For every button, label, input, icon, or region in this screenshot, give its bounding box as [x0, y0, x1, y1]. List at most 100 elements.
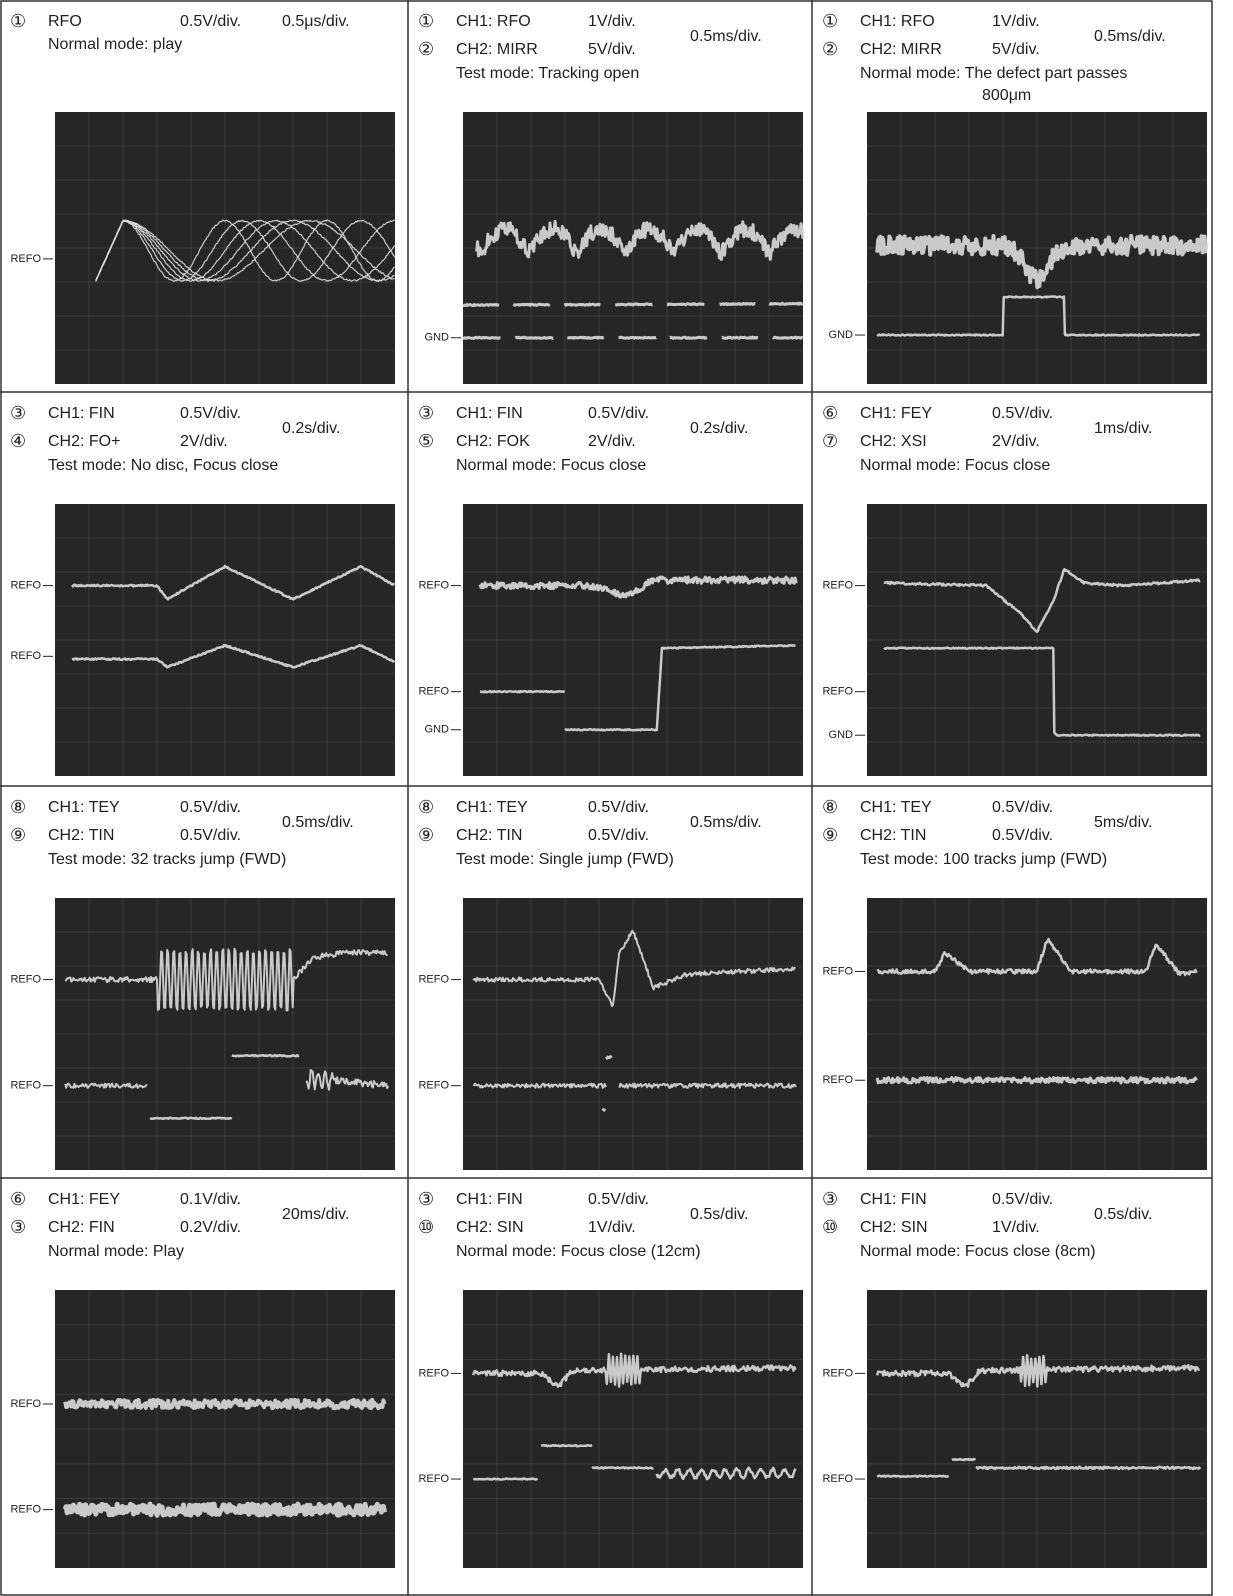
channel-name: CH2: TIN — [456, 827, 522, 844]
channel-volts: 0.5V/div. — [588, 799, 649, 816]
timebase: 0.5s/div. — [690, 1206, 748, 1223]
scope — [463, 1290, 803, 1568]
scope — [867, 112, 1207, 384]
channel-name: CH1: RFO — [456, 13, 531, 30]
channel-volts: 0.2V/div. — [180, 1219, 241, 1236]
scope — [463, 112, 803, 384]
channel-volts: 1V/div. — [992, 1219, 1040, 1236]
scope — [55, 112, 395, 384]
timebase: 0.5s/div. — [1094, 1206, 1152, 1223]
trace — [592, 1467, 653, 1468]
channel-marker: ⑩ — [822, 1217, 838, 1237]
channel-name: CH2: MIRR — [860, 41, 942, 58]
channel-marker: ⑧ — [418, 797, 434, 817]
channel-name: CH2: MIRR — [456, 41, 538, 58]
channel-volts: 0.5V/div. — [180, 827, 241, 844]
ref-label: REFO — [822, 965, 853, 977]
ref-label: REFO — [10, 974, 41, 986]
channel-volts: 2V/div. — [992, 433, 1040, 450]
channel-volts: 0.5V/div. — [992, 1191, 1053, 1208]
mode-text: Normal mode: Focus close (12cm) — [456, 1243, 701, 1260]
mode-text: Normal mode: Play — [48, 1243, 184, 1260]
ref-label: REFO — [418, 1080, 449, 1092]
trace — [602, 1110, 605, 1111]
channel-volts: 0.5V/div. — [588, 827, 649, 844]
channel-marker: ② — [822, 39, 838, 59]
channel-volts: 0.5V/div. — [588, 1191, 649, 1208]
channel-marker: ③ — [822, 1189, 838, 1209]
channel-volts: 2V/div. — [588, 433, 636, 450]
channel-marker: ① — [10, 11, 26, 31]
ref-label: REFO — [418, 1473, 449, 1485]
ref-label: REFO — [10, 650, 41, 662]
channel-marker: ⑥ — [822, 403, 838, 423]
mode-text: 800μm — [982, 87, 1031, 104]
timebase: 5ms/div. — [1094, 814, 1152, 831]
channel-marker: ⑨ — [822, 825, 838, 845]
scope — [867, 504, 1207, 776]
timebase: 0.5ms/div. — [282, 814, 354, 831]
channel-name: CH1: FEY — [48, 1191, 120, 1208]
mode-text: Normal mode: Focus close (8cm) — [860, 1243, 1096, 1260]
mode-text: Test mode: Tracking open — [456, 65, 639, 82]
ref-label: REFO — [822, 580, 853, 592]
channel-volts: 1V/div. — [992, 13, 1040, 30]
channel-volts: 0.5V/div. — [992, 799, 1053, 816]
scope — [463, 898, 803, 1170]
timebase: 0.2s/div. — [282, 420, 340, 437]
channel-name: CH1: RFO — [860, 13, 935, 30]
channel-name: CH1: FIN — [48, 405, 115, 422]
mode-text: Normal mode: Focus close — [456, 457, 646, 474]
ref-label: REFO — [10, 580, 41, 592]
channel-marker: ⑩ — [418, 1217, 434, 1237]
channel-name: CH2: TIN — [48, 827, 114, 844]
channel-name: CH1: FIN — [456, 1191, 523, 1208]
channel-marker: ④ — [10, 431, 26, 451]
trace — [473, 1479, 537, 1480]
channel-marker: ③ — [10, 403, 26, 423]
scope — [55, 504, 395, 776]
channel-volts: 0.5V/div. — [588, 405, 649, 422]
channel-volts: 0.5V/div. — [180, 13, 241, 30]
ref-label: GND — [829, 729, 854, 741]
scope — [463, 504, 803, 776]
channel-marker: ⑥ — [10, 1189, 26, 1209]
channel-volts: 5V/div. — [992, 41, 1040, 58]
scope — [867, 1290, 1207, 1568]
page: ①RFO0.5V/div.0.5μs/div.Normal mode: play… — [0, 0, 1233, 1596]
mode-text: Normal mode: The defect part passes — [860, 65, 1127, 82]
channel-volts: 0.5V/div. — [180, 405, 241, 422]
channel-name: RFO — [48, 13, 82, 30]
scope — [55, 898, 395, 1170]
channel-name: CH1: FEY — [860, 405, 932, 422]
channel-marker: ① — [822, 11, 838, 31]
channel-volts: 1V/div. — [588, 1219, 636, 1236]
channel-marker: ② — [418, 39, 434, 59]
ref-label: REFO — [10, 1398, 41, 1410]
timebase: 0.5ms/div. — [690, 814, 762, 831]
timebase: 20ms/div. — [282, 1206, 349, 1223]
channel-marker: ⑤ — [418, 431, 434, 451]
mode-text: Test mode: 32 tracks jump (FWD) — [48, 851, 286, 868]
scope — [867, 898, 1207, 1170]
ref-label: REFO — [822, 1074, 853, 1086]
ref-label: GND — [425, 332, 450, 344]
mode-text: Test mode: 100 tracks jump (FWD) — [860, 851, 1107, 868]
timebase: 1ms/div. — [1094, 420, 1152, 437]
channel-name: CH2: XSI — [860, 433, 927, 450]
channel-volts: 0.1V/div. — [180, 1191, 241, 1208]
channel-marker: ⑨ — [418, 825, 434, 845]
channel-name: CH1: FIN — [860, 1191, 927, 1208]
ref-label: REFO — [822, 686, 853, 698]
ref-label: REFO — [418, 686, 449, 698]
channel-name: CH2: FIN — [48, 1219, 115, 1236]
ref-label: REFO — [10, 253, 41, 265]
ref-label: REFO — [10, 1504, 41, 1516]
ref-label: GND — [425, 724, 450, 736]
trace — [541, 1445, 592, 1446]
timebase: 0.5μs/div. — [282, 13, 350, 30]
timebase: 0.5ms/div. — [1094, 28, 1166, 45]
channel-marker: ③ — [10, 1217, 26, 1237]
channel-marker: ① — [418, 11, 434, 31]
trace — [463, 303, 803, 305]
